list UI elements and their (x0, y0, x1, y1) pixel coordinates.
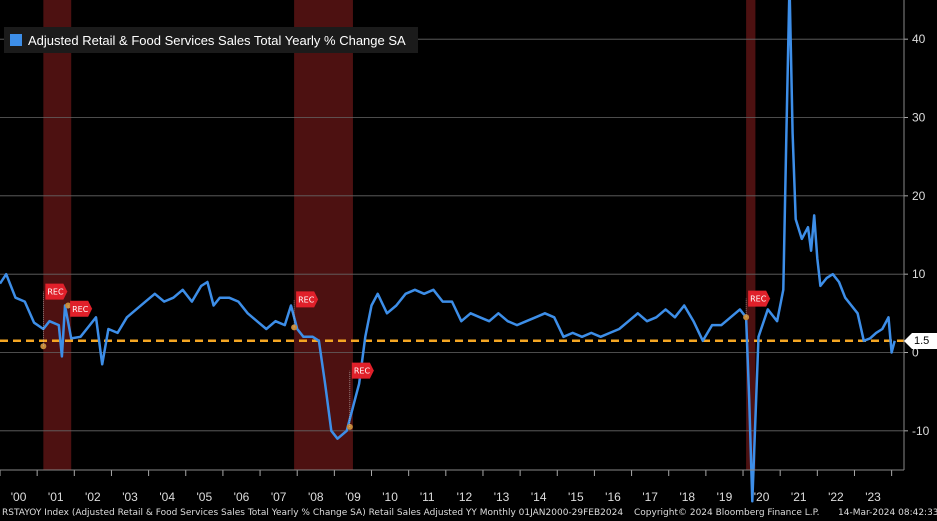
legend-label: Adjusted Retail & Food Services Sales To… (28, 32, 406, 48)
x-tick-label: '08 (308, 490, 324, 504)
series-line (0, 0, 896, 503)
footer-copyright: Copyright© 2024 Bloomberg Finance L.P. (634, 508, 820, 518)
rec-flag (351, 362, 374, 379)
x-tick-label: '09 (345, 490, 361, 504)
legend-swatch (10, 34, 22, 46)
rec-flag (748, 290, 771, 307)
rec-flag (296, 291, 319, 308)
x-tick-label: '07 (271, 490, 287, 504)
x-tick-label: '02 (85, 490, 101, 504)
x-tick-label: '04 (159, 490, 175, 504)
reference-value-label: 1.5 (904, 333, 937, 349)
x-tick-label: '22 (828, 490, 844, 504)
rec-flag-label: REC (354, 367, 371, 376)
x-tick-label: '00 (11, 490, 27, 504)
series-group (0, 0, 896, 503)
legend: Adjusted Retail & Food Services Sales To… (4, 27, 418, 53)
x-tick-label: '06 (234, 490, 250, 504)
rec-flag (70, 300, 93, 317)
rec-flag (45, 283, 68, 300)
x-tick-label: '17 (642, 490, 658, 504)
x-tick-label: '14 (531, 490, 547, 504)
footer-timestamp: 14-Mar-2024 08:42:33 (838, 508, 937, 518)
x-tick-label: '10 (382, 490, 398, 504)
x-tick-label: '12 (457, 490, 473, 504)
y-tick-label: 10 (912, 267, 926, 281)
footer-source: RSTAYOY Index (Adjusted Retail & Food Se… (2, 508, 624, 518)
x-tick-label: '11 (420, 490, 435, 504)
x-tick-label: '15 (568, 490, 584, 504)
x-tick-label: '13 (494, 490, 510, 504)
x-tick-label: '18 (679, 490, 695, 504)
recession-band (746, 0, 756, 470)
y-tick-label: 0 (912, 346, 919, 360)
rec-flag-label: REC (72, 305, 89, 314)
x-tick-label: '23 (865, 490, 881, 504)
rec-flag-label: REC (298, 295, 315, 304)
y-tick-label: -10 (912, 424, 930, 438)
recession-band (43, 0, 72, 470)
footer: RSTAYOY Index (Adjusted Retail & Food Se… (0, 505, 937, 521)
rec-flag-label: REC (47, 288, 64, 297)
grid-lines (0, 38, 904, 432)
x-tick-label: '19 (717, 490, 733, 504)
x-tick-label: '21 (791, 490, 807, 504)
x-tick-label: '05 (197, 490, 213, 504)
x-axis-ticks: '00 '01 '02 '03 '04 '05 '06 '07 '08 '09 '10 '11 '12 '… (0, 470, 893, 504)
rec-markers: REC REC REC REC REC (40, 283, 771, 430)
recession-band (294, 0, 353, 470)
x-tick-label: '03 (122, 490, 138, 504)
y-tick-label: 30 (912, 111, 926, 125)
x-tick-label: '16 (605, 490, 621, 504)
recession-bands (43, 0, 756, 470)
rec-flag-label: REC (750, 295, 767, 304)
y-axis-ticks: -10 0 10 20 30 40 (904, 32, 930, 438)
y-tick-label: 20 (912, 189, 926, 203)
x-tick-label: '01 (48, 490, 64, 504)
x-tick-label: '20 (754, 490, 770, 504)
y-tick-label: 40 (912, 32, 926, 46)
